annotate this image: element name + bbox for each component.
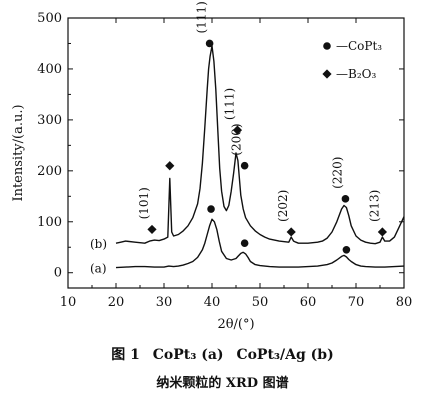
caption-figure-number: 图 1 (111, 347, 140, 363)
series-line (115, 218, 405, 269)
marker-layer (147, 39, 387, 254)
diamond-marker (377, 227, 387, 237)
series-line (115, 45, 405, 245)
peak-label: (111) (222, 88, 236, 120)
peak-label: (213) (367, 190, 381, 222)
diamond-marker (286, 227, 296, 237)
peak-label: (200) (230, 123, 244, 155)
circle-marker (240, 239, 249, 247)
x-tick-label: 50 (252, 295, 269, 310)
series-label: (b) (90, 237, 107, 251)
x-tick-label: 20 (108, 295, 125, 310)
series-layer: (a) (b) (90, 45, 405, 276)
peak-label: (111) (195, 1, 209, 33)
y-tick-label: 500 (37, 11, 62, 26)
x-tick-label: 80 (396, 295, 413, 310)
circle-marker (342, 245, 351, 254)
circle-marker (205, 39, 214, 48)
diamond-marker (147, 224, 157, 235)
axis-ticks: 10 20 30 40 50 60 70 80 0 100 200 300 400 500 (37, 11, 412, 310)
x-tick-label: 30 (156, 295, 173, 310)
y-tick-label: 300 (37, 113, 62, 128)
y-tick-label: 400 (37, 62, 62, 77)
peak-label: (202) (276, 190, 290, 222)
x-tick-label: 40 (204, 295, 221, 310)
series-label: (a) (90, 262, 107, 276)
circle-marker (240, 161, 249, 170)
annotation-layer: (111) (101) (111) (200) (202) (220) (213) (137, 1, 381, 222)
x-tick-label: 10 (60, 295, 77, 310)
x-axis-title: 2θ/(°) (217, 317, 254, 332)
figure-caption-line1: 图 1 CoPt₃ (a) CoPt₃/Ag (b) (0, 344, 445, 364)
diamond-marker (165, 161, 175, 171)
x-tick-label: 70 (348, 295, 365, 310)
circle-marker (207, 205, 215, 213)
peak-label: (220) (330, 157, 344, 189)
diamond-marker (322, 69, 332, 79)
y-tick-label: 100 (37, 215, 62, 230)
legend-label: —B₂O₃ (336, 67, 376, 81)
circle-marker (323, 42, 331, 50)
y-tick-label: 200 (37, 164, 62, 179)
peak-label: (101) (137, 187, 151, 219)
y-axis-title: Intensity/(a.u.) (11, 104, 26, 201)
caption-sample-b: CoPt₃/Ag (b) (236, 347, 334, 363)
circle-marker (341, 195, 350, 203)
legend-label: —CoPt₃ (336, 39, 382, 53)
caption-sample-a: CoPt₃ (a) (152, 347, 224, 363)
figure-caption-line2: 纳米颗粒的 XRD 图谱 (156, 376, 289, 391)
y-tick-label: 0 (54, 266, 62, 281)
diamond-marker (232, 125, 243, 135)
legend: —CoPt₃ —B₂O₃ (322, 39, 382, 81)
x-tick-label: 60 (300, 295, 317, 310)
